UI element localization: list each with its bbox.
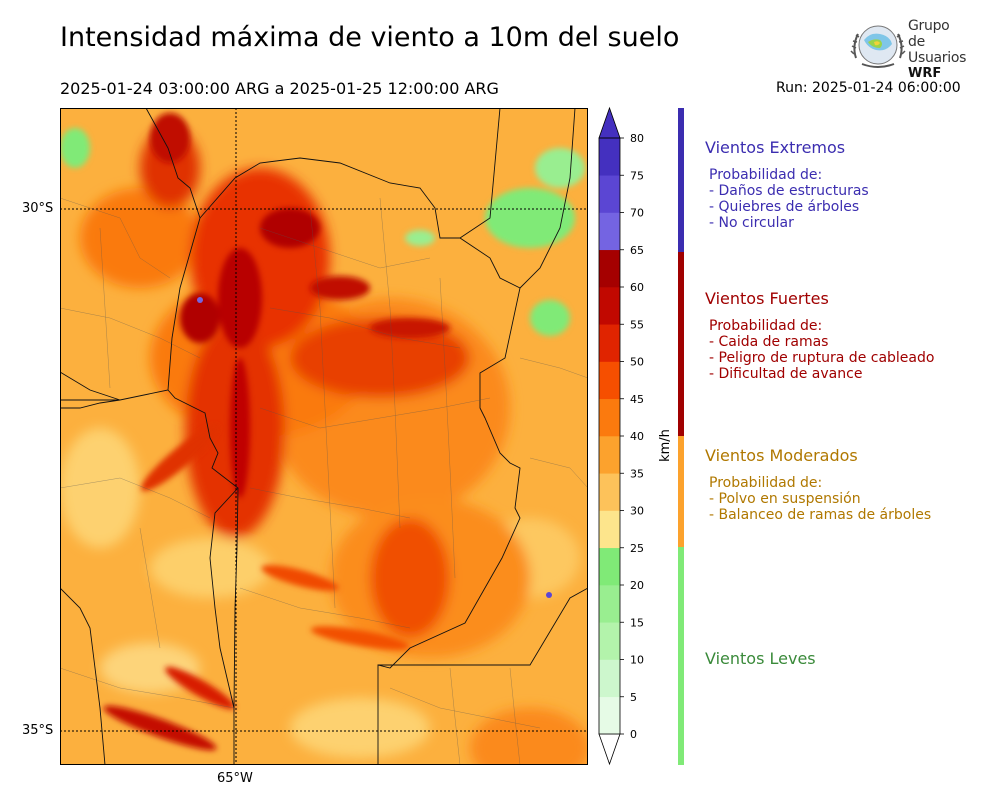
logo-text: Grupo de Usuarios WRF <box>908 18 970 82</box>
category-title: Vientos Fuertes <box>705 289 829 308</box>
colorbar-segment <box>599 696 620 735</box>
province-borders <box>60 108 588 765</box>
colorbar-segment <box>599 212 620 251</box>
colorbar-segment <box>599 398 620 437</box>
colorbar-tick-label: 0 <box>630 728 637 741</box>
colorbar-tick-label: 20 <box>630 579 644 592</box>
colorbar-segment <box>599 436 620 474</box>
category-leves: Vientos Leves <box>705 649 816 668</box>
category-description: Probabilidad de: - Polvo en suspensión -… <box>705 475 931 523</box>
colorbar-tick-label: 25 <box>630 542 644 555</box>
globe-icon <box>850 25 906 68</box>
colorbar-segment <box>599 361 620 400</box>
colorbar-tick-label: 80 <box>630 132 644 145</box>
lat-label-30s: 30°S <box>22 201 54 216</box>
lon-label-65w: 65°W <box>217 771 253 786</box>
description-line: - Balanceo de ramas de árboles <box>709 507 932 523</box>
description-line: - Peligro de ruptura de cableado <box>709 350 935 366</box>
colorbar-tick-label: 50 <box>630 356 644 369</box>
map-title: Intensidad máxima de viento a 10m del su… <box>60 22 680 53</box>
grupo-usuarios-wrf-logo: Grupo de Usuarios WRF <box>850 18 970 81</box>
category-extremos: Vientos Extremos Probabilidad de: - Daño… <box>705 138 869 231</box>
logo-line-3: WRF <box>908 66 942 81</box>
logo-line-2: Usuarios <box>908 50 967 66</box>
colorbar-segment <box>599 287 620 325</box>
colorbar-tick-label: 45 <box>630 393 644 406</box>
colorbar-segment <box>599 659 620 698</box>
category-moderados: Vientos Moderados Probabilidad de: - Pol… <box>705 446 931 523</box>
description-line: Probabilidad de: <box>709 475 823 491</box>
description-line: Probabilidad de: <box>709 318 823 334</box>
description-line: - Caida de ramas <box>709 334 829 350</box>
colorbar-segment <box>599 175 620 213</box>
colorbar-tick-label: 5 <box>630 691 637 704</box>
wind-colorbar: 0 5 10 15 20 25 30 35 40 45 50 55 60 65 70 75 80 <box>598 106 644 766</box>
description-line: - Dificultad de avance <box>709 366 863 382</box>
category-title: Vientos Leves <box>705 649 816 668</box>
run-timestamp: Run: 2025-01-24 06:00:00 <box>776 80 961 96</box>
colorbar-unit: km/h <box>657 429 673 462</box>
description-line: - Quiebres de árboles <box>709 199 860 215</box>
colorbar-tick-label: 30 <box>630 505 644 518</box>
colorbar-segment <box>599 510 620 549</box>
category-bar-extremos <box>678 108 684 252</box>
colorbar-tick-label: 70 <box>630 207 644 220</box>
colorbar-tick-label: 40 <box>630 430 644 443</box>
forecast-period: 2025-01-24 03:00:00 ARG a 2025-01-25 12:… <box>60 79 499 98</box>
description-line: - No circular <box>709 215 794 231</box>
category-fuertes: Vientos Fuertes Probabilidad de: - Caida… <box>705 289 934 382</box>
colorbar-segment <box>599 324 620 362</box>
description-line: - Daños de estructuras <box>709 183 869 199</box>
description-line: - Polvo en suspensión <box>709 491 861 507</box>
colorbar-tick-label: 55 <box>630 318 644 331</box>
wind-intensity-map <box>60 108 588 765</box>
category-bar-moderados <box>678 436 684 547</box>
colorbar-tick-label: 60 <box>630 281 644 294</box>
colorbar-segment <box>599 622 620 660</box>
colorbar-tick-label: 10 <box>630 654 644 667</box>
colorbar-tick-label: 75 <box>630 169 644 182</box>
colorbar-extension-high <box>598 106 621 139</box>
lat-label-35s: 35°S <box>22 723 54 738</box>
colorbar-tick-label: 65 <box>630 244 644 257</box>
colorbar-tick-label: 35 <box>630 467 644 480</box>
category-description: Probabilidad de: - Caida de ramas - Peli… <box>705 318 934 382</box>
category-bar-fuertes <box>678 252 684 436</box>
colorbar-segment <box>599 585 620 623</box>
colorbar-extension-low <box>598 733 621 766</box>
graticule <box>60 108 588 765</box>
colorbar-segment <box>599 249 620 288</box>
colorbar-segment <box>599 138 620 176</box>
category-title: Vientos Moderados <box>705 446 858 465</box>
logo-line-1: Grupo de <box>908 18 950 50</box>
colorbar-segment <box>599 473 620 511</box>
description-line: Probabilidad de: <box>709 167 823 183</box>
department-borders <box>60 197 588 765</box>
category-title: Vientos Extremos <box>705 138 846 157</box>
category-bar-leves <box>678 547 684 765</box>
colorbar-tick-label: 15 <box>630 616 644 629</box>
category-description: Probabilidad de: - Daños de estructuras … <box>705 167 869 231</box>
colorbar-segment <box>599 547 620 586</box>
